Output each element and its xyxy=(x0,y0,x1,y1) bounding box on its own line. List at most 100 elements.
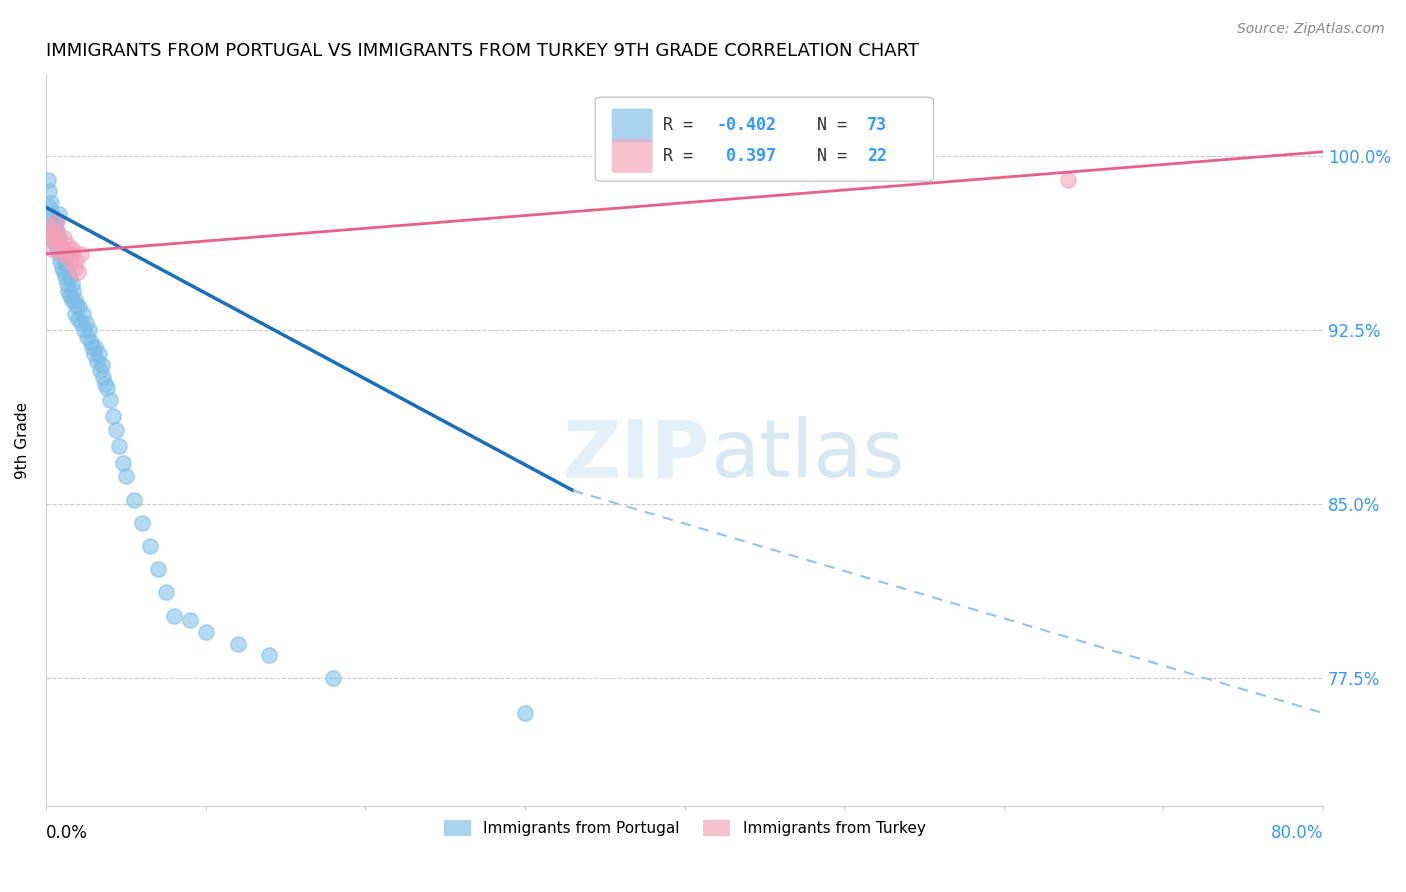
Text: R =: R = xyxy=(662,116,703,135)
Point xyxy=(75,317,97,331)
Y-axis label: 9th Grade: 9th Grade xyxy=(15,402,30,479)
Point xyxy=(53,253,76,268)
Point xyxy=(59,288,82,302)
FancyBboxPatch shape xyxy=(595,97,934,181)
Point xyxy=(101,409,124,424)
Point xyxy=(63,307,86,321)
Point xyxy=(38,230,60,244)
Point xyxy=(155,585,177,599)
Point xyxy=(60,277,83,291)
Point xyxy=(62,247,84,261)
Point xyxy=(55,277,77,291)
Point xyxy=(49,237,72,252)
Point xyxy=(60,242,83,256)
Text: 22: 22 xyxy=(868,147,887,165)
Point xyxy=(60,293,83,308)
Point xyxy=(58,284,80,298)
Point xyxy=(42,230,65,244)
Point xyxy=(52,265,75,279)
Point xyxy=(38,201,60,215)
Point xyxy=(65,253,87,268)
Point xyxy=(41,242,63,256)
Point xyxy=(63,260,86,275)
Point xyxy=(55,260,77,275)
Point xyxy=(46,224,69,238)
Text: -0.402: -0.402 xyxy=(717,116,776,135)
FancyBboxPatch shape xyxy=(612,139,652,173)
Point xyxy=(59,253,82,268)
Point xyxy=(146,562,169,576)
Point xyxy=(1056,172,1078,186)
Point xyxy=(52,247,75,261)
Point xyxy=(114,469,136,483)
Text: 73: 73 xyxy=(868,116,887,135)
Point xyxy=(46,242,69,256)
Point xyxy=(55,247,77,261)
Point xyxy=(322,671,344,685)
Point xyxy=(139,539,162,553)
Point xyxy=(58,237,80,252)
Point xyxy=(45,230,67,244)
Point xyxy=(179,613,201,627)
Point xyxy=(65,298,87,312)
Point xyxy=(45,224,67,238)
Point xyxy=(48,247,70,261)
Point xyxy=(45,214,67,228)
Point xyxy=(70,317,93,331)
Point xyxy=(66,265,89,279)
Point xyxy=(84,340,107,354)
Point xyxy=(41,224,63,238)
Point xyxy=(73,323,96,337)
Point xyxy=(48,230,70,244)
Point xyxy=(226,636,249,650)
Point xyxy=(70,247,93,261)
Point xyxy=(82,340,104,354)
Text: atlas: atlas xyxy=(710,417,904,494)
Point xyxy=(89,363,111,377)
Point xyxy=(131,516,153,530)
Text: N =: N = xyxy=(797,116,856,135)
Point xyxy=(66,311,89,326)
Point xyxy=(48,230,70,244)
Point xyxy=(96,381,118,395)
Text: IMMIGRANTS FROM PORTUGAL VS IMMIGRANTS FROM TURKEY 9TH GRADE CORRELATION CHART: IMMIGRANTS FROM PORTUGAL VS IMMIGRANTS F… xyxy=(46,42,920,60)
Point xyxy=(259,648,281,662)
Text: 80.0%: 80.0% xyxy=(1271,824,1323,842)
Point xyxy=(37,172,59,186)
Point xyxy=(163,608,186,623)
Legend: Immigrants from Portugal, Immigrants from Turkey: Immigrants from Portugal, Immigrants fro… xyxy=(437,814,932,842)
Text: N =: N = xyxy=(797,147,856,165)
Point xyxy=(53,242,76,256)
Point xyxy=(94,376,117,391)
Point xyxy=(42,219,65,233)
Point xyxy=(194,624,217,639)
Text: 0.397: 0.397 xyxy=(717,147,776,165)
Point xyxy=(51,242,73,256)
Point xyxy=(108,439,131,453)
Point xyxy=(53,270,76,285)
Point xyxy=(77,323,100,337)
FancyBboxPatch shape xyxy=(612,109,652,142)
Point xyxy=(63,293,86,308)
Point xyxy=(79,334,101,349)
Point xyxy=(98,392,121,407)
Point xyxy=(46,214,69,228)
Point xyxy=(62,284,84,298)
Point xyxy=(87,346,110,360)
Point xyxy=(51,247,73,261)
Point xyxy=(39,214,62,228)
Point xyxy=(37,219,59,233)
Point xyxy=(76,330,98,344)
Point xyxy=(93,369,115,384)
Point xyxy=(83,346,105,360)
Point xyxy=(122,492,145,507)
Point xyxy=(105,423,128,437)
Point xyxy=(39,195,62,210)
Point xyxy=(111,456,134,470)
Text: ZIP: ZIP xyxy=(562,417,710,494)
Point xyxy=(49,253,72,268)
Point xyxy=(42,235,65,250)
Point xyxy=(41,207,63,221)
Text: Source: ZipAtlas.com: Source: ZipAtlas.com xyxy=(1237,22,1385,37)
Point xyxy=(90,358,112,372)
